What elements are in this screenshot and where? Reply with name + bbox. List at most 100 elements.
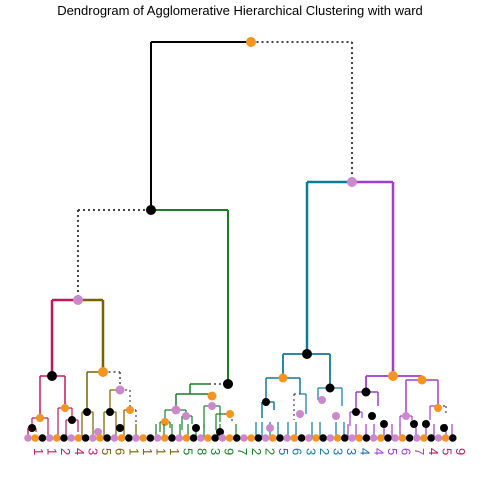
leaf-label: 3 [330, 448, 345, 455]
leaf-dot-1 [31, 434, 39, 442]
root-node-dot [246, 37, 256, 47]
leaf-dot-46 [355, 434, 364, 442]
leaf-dot-30 [240, 434, 248, 442]
leaf-dot-20 [168, 434, 176, 442]
leaf-dot-18 [153, 434, 162, 442]
node-dot-205 [368, 412, 376, 420]
leaf-dot-53 [405, 434, 414, 442]
node-dot-103 [182, 412, 190, 420]
leaf-dot-40 [312, 434, 320, 442]
node-dot-22 [47, 371, 57, 381]
node-dot-161 [332, 412, 340, 420]
node-dot-208 [440, 424, 448, 432]
leaf-dot-19 [161, 434, 169, 442]
leaf-dot-3 [45, 434, 54, 442]
leaf-label: 6 [399, 448, 414, 455]
node-dot-123 [192, 424, 200, 432]
leaf-label: 8 [194, 448, 209, 455]
leaf-dot-8 [81, 434, 90, 442]
leaf-dot-27 [218, 434, 227, 442]
leaf-dot-50 [384, 434, 392, 442]
leaf-dot-31 [247, 434, 255, 442]
leaf-dot-57 [434, 434, 443, 442]
node-dot-55 [83, 408, 91, 416]
leaf-dot-51 [391, 434, 400, 442]
leaf-dot-0 [24, 434, 32, 442]
leaf-dot-39 [305, 434, 313, 442]
leaf-label: 5 [181, 448, 196, 455]
node-dot-172 [361, 387, 371, 397]
leaf-label: 5 [99, 448, 114, 455]
node-dot-192 [434, 404, 442, 412]
node-dot-42 [68, 416, 76, 424]
node-dot-209 [422, 420, 430, 428]
leaf-label: 4 [426, 448, 441, 455]
leaf-dot-41 [319, 434, 328, 442]
leaf-label: 6 [290, 448, 305, 455]
node-dot-162 [266, 424, 274, 432]
node-dot-113 [226, 410, 234, 418]
leaf-dot-10 [96, 434, 104, 442]
leaf-dot-35 [276, 434, 284, 442]
leaf-dot-26 [211, 434, 219, 442]
leaf-dot-14 [125, 434, 133, 442]
leaf-dot-42 [326, 434, 335, 442]
leaf-dot-59 [449, 434, 457, 442]
leaf-dot-47 [362, 434, 371, 442]
node-dot-88 [207, 391, 217, 401]
leaf-label: 2 [58, 448, 73, 455]
leaf-dot-7 [74, 434, 83, 442]
node-dot-77 [116, 424, 124, 432]
leaf-label: 1 [140, 448, 155, 455]
node-dot-83 [223, 379, 233, 389]
leaf-dot-36 [283, 434, 292, 442]
node-dot-182 [352, 408, 360, 416]
leaf-label: 5 [276, 448, 291, 455]
node-dot-17 [347, 177, 357, 187]
node-dot-70 [126, 406, 134, 414]
leaf-dot-45 [348, 434, 356, 442]
leaf-dot-58 [441, 434, 450, 442]
leaf-label: 3 [303, 448, 318, 455]
leaf-dot-54 [413, 434, 421, 442]
leaf-label: 1 [167, 448, 182, 455]
chart-title: Dendrogram of Agglomerative Hierarchical… [57, 3, 423, 18]
node-dot-27 [36, 414, 44, 422]
leaf-dot-29 [233, 434, 241, 442]
leaf-dot-12 [110, 434, 119, 442]
leaf-dot-5 [60, 434, 68, 442]
leaf-dot-43 [333, 434, 342, 442]
leaf-label: 1 [154, 448, 169, 455]
node-dot-50 [98, 367, 108, 377]
leaf-dot-9 [89, 434, 97, 442]
leaf-dot-38 [297, 434, 306, 442]
node-dot-149 [296, 410, 304, 418]
leaf-dot-44 [341, 434, 349, 442]
leaf-dot-23 [189, 434, 198, 442]
leaf-label: 2 [262, 448, 277, 455]
node-dot-78 [94, 428, 102, 436]
leaf-dot-52 [398, 434, 407, 442]
leaf-label: 1 [126, 448, 141, 455]
leaf-label: 3 [208, 448, 223, 455]
node-dot-65 [106, 408, 114, 416]
node-dot-37 [61, 404, 69, 412]
leaf-dot-15 [132, 434, 140, 442]
node-dot-93 [171, 405, 181, 415]
leaf-dot-32 [254, 434, 263, 442]
node-dot-12 [73, 295, 83, 305]
leaf-dot-11 [103, 434, 111, 442]
leaf-label: 1 [45, 448, 60, 455]
leaf-label: 3 [85, 448, 100, 455]
leaf-dot-33 [261, 434, 270, 442]
node-dot-32 [28, 424, 36, 432]
leaf-dot-34 [269, 434, 277, 442]
leaf-label: 9 [453, 448, 468, 455]
node-dot-167 [388, 371, 398, 381]
leaf-dot-25 [204, 434, 212, 442]
leaf-label: 4 [371, 448, 386, 455]
leaf-label: 7 [235, 448, 250, 455]
left-major-node-dot [146, 205, 156, 215]
leaf-dot-16 [139, 434, 147, 442]
